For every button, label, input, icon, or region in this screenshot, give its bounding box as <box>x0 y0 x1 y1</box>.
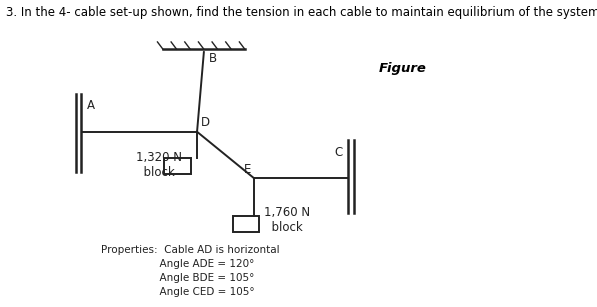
Text: Properties:  Cable AD is horizontal
                  Angle ADE = 120°
         : Properties: Cable AD is horizontal Angle… <box>101 245 280 297</box>
Text: B: B <box>208 52 217 65</box>
Bar <box>164 158 190 174</box>
Text: E: E <box>244 163 252 176</box>
Text: 1,760 N
  block: 1,760 N block <box>264 206 310 234</box>
Text: Figure: Figure <box>379 62 427 75</box>
Text: A: A <box>87 99 94 112</box>
Text: 3. In the 4- cable set-up shown, find the tension in each cable to maintain equi: 3. In the 4- cable set-up shown, find th… <box>6 6 597 19</box>
Text: C: C <box>334 146 343 158</box>
Bar <box>233 216 259 232</box>
Text: D: D <box>201 116 210 130</box>
Text: 1,320 N
  block: 1,320 N block <box>136 151 181 179</box>
